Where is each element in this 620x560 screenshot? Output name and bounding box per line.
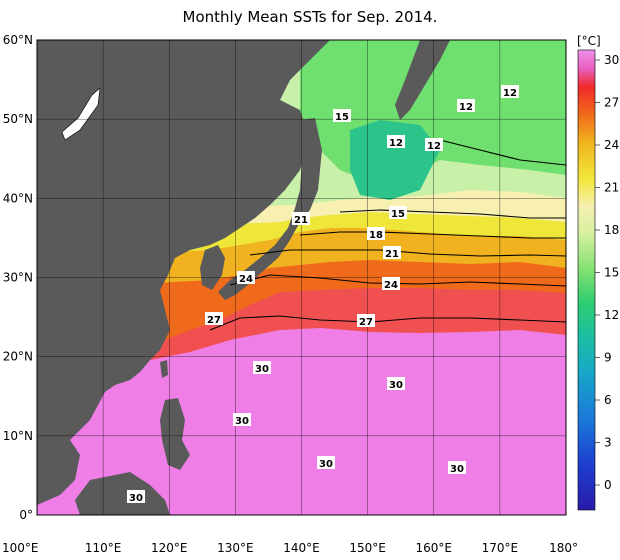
- latitude-label: 60°N: [3, 33, 33, 47]
- isotherm-label: 30: [255, 364, 269, 375]
- longitude-label: 160°E: [416, 541, 453, 555]
- longitude-label: 110°E: [85, 541, 122, 555]
- isotherm-label-bg: [382, 277, 400, 290]
- latitude-label: 50°N: [3, 112, 33, 126]
- colorbar-tick-label: 30: [604, 53, 619, 67]
- longitude-label: 170°E: [482, 541, 519, 555]
- isotherm-label: 12: [459, 102, 473, 113]
- land-taiwan: [160, 360, 168, 378]
- colorbar-tick-label: 27: [604, 96, 619, 110]
- isotherm-label: 24: [239, 274, 253, 285]
- sst-band-10: [350, 120, 440, 200]
- longitude-label: 180°: [549, 541, 578, 555]
- isotherm-label: 30: [450, 464, 464, 475]
- isotherm-label-bg: [292, 212, 310, 225]
- longitude-label: 140°E: [283, 541, 320, 555]
- isotherm-label-bg: [233, 413, 251, 426]
- isotherm-label: 15: [335, 112, 349, 123]
- isotherm-label-bg: [333, 109, 351, 122]
- longitude-label: 130°E: [217, 541, 254, 555]
- isotherm-21: [249, 249, 566, 257]
- isotherm-label: 21: [294, 215, 308, 226]
- isotherm-label-bg: [457, 99, 475, 112]
- colorbar-unit-label: [°C]: [577, 34, 601, 48]
- isotherm-label: 24: [384, 280, 398, 291]
- isotherm-label-bg: [501, 85, 519, 98]
- isotherm-label-bg: [387, 135, 405, 148]
- latitude-label: 30°N: [3, 271, 33, 285]
- isotherm-label: 30: [129, 493, 143, 504]
- isotherm-label-bg: [317, 456, 335, 469]
- longitude-label: 100°E: [2, 541, 39, 555]
- isotherm-label-bg: [237, 271, 255, 284]
- colorbar-tick-label: 3: [604, 436, 612, 450]
- isotherm-18: [299, 231, 566, 239]
- map-title: Monthly Mean SSTs for Sep. 2014.: [182, 8, 438, 26]
- isotherm-label-bg: [205, 312, 223, 325]
- colorbar-tick-label: 21: [604, 181, 619, 195]
- isotherm-label-bg: [448, 461, 466, 474]
- land-indochina: [37, 430, 80, 505]
- isotherm-label: 21: [385, 249, 399, 260]
- land-philippines: [160, 398, 190, 470]
- longitude-label: 120°E: [151, 541, 188, 555]
- colorbar-tick-label: 18: [604, 223, 619, 237]
- isotherm-label-bg: [425, 138, 443, 151]
- isotherm-label-bg: [253, 361, 271, 374]
- colorbar-tick-label: 0: [604, 478, 612, 492]
- latitude-label: 10°N: [3, 429, 33, 443]
- isotherm-label: 30: [319, 459, 333, 470]
- isotherm-label: 30: [235, 416, 249, 427]
- land-sakhalin-island: [61, 87, 101, 141]
- land-asia: [37, 40, 330, 455]
- land-borneo: [75, 472, 170, 515]
- isotherm-label-bg: [357, 314, 375, 327]
- isotherm-label-bg: [367, 227, 385, 240]
- land-kamchatka: [395, 40, 450, 120]
- colorbar-tick-label: 15: [604, 266, 619, 280]
- isotherm-label: 30: [389, 380, 403, 391]
- colorbar-tick-label: 24: [604, 138, 619, 152]
- colorbar-tick-label: 12: [604, 308, 619, 322]
- isotherm-label-bg: [387, 377, 405, 390]
- latitude-label: 20°N: [3, 350, 33, 364]
- isotherm-label: 12: [389, 138, 403, 149]
- colorbar-tick-label: 9: [604, 351, 612, 365]
- isotherm-label: 18: [369, 230, 383, 241]
- isotherm-label: 12: [503, 88, 517, 99]
- isotherm-label: 12: [427, 141, 441, 152]
- isotherm-label: 27: [359, 317, 373, 328]
- isotherm-label-bg: [389, 206, 407, 219]
- isotherm-label: 27: [207, 315, 221, 326]
- longitude-label: 150°E: [349, 541, 386, 555]
- isotherm-label: 15: [391, 209, 405, 220]
- colorbar: [577, 49, 596, 511]
- land-japan: [218, 118, 322, 300]
- isotherm-label-bg: [127, 490, 145, 503]
- isotherm-15: [339, 209, 566, 219]
- colorbar-tick-label: 6: [604, 393, 612, 407]
- latitude-label: 0°: [19, 508, 33, 522]
- land-korea: [200, 245, 225, 290]
- latitude-label: 40°N: [3, 191, 33, 205]
- isotherm-label-bg: [383, 246, 401, 259]
